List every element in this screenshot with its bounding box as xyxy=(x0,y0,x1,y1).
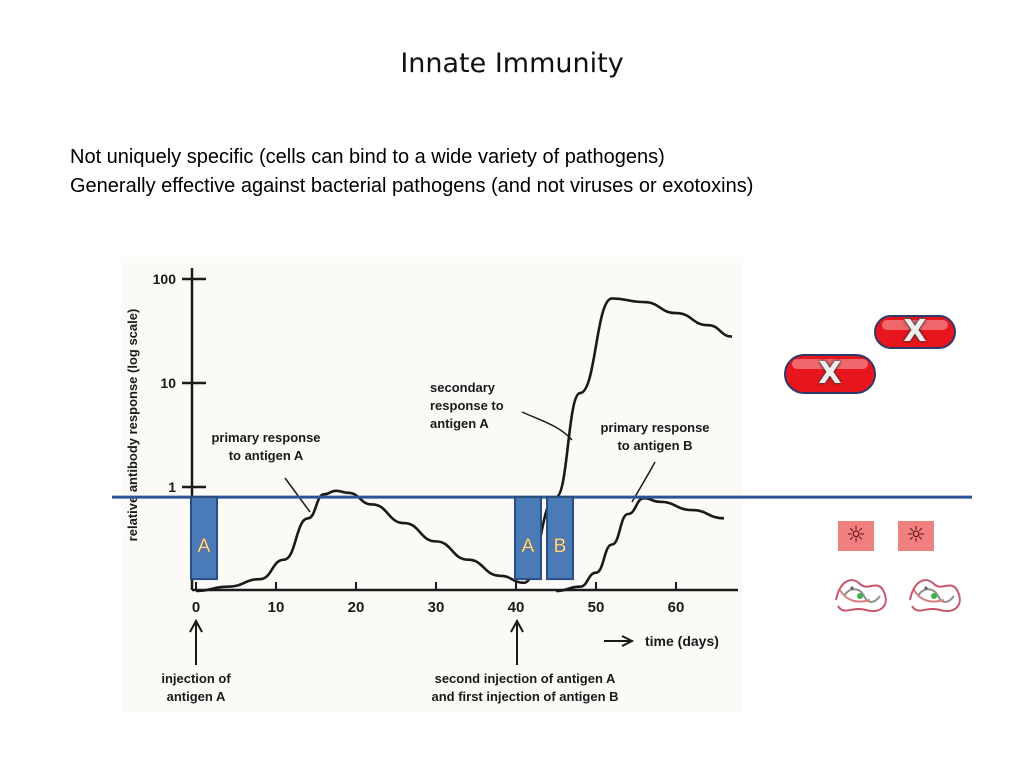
y-tick-label: 100 xyxy=(153,271,177,287)
antigen-block-b xyxy=(546,496,574,581)
x-tick-label: 0 xyxy=(192,599,200,616)
x-tick-label: 40 xyxy=(508,599,525,616)
x-tick-label: 50 xyxy=(588,599,605,616)
antigen-block-label: A xyxy=(198,536,211,557)
annotation-secondary-a: response to xyxy=(430,398,504,413)
annotation-primary-b: primary response xyxy=(600,420,709,435)
annotation-injection-a: injection of xyxy=(161,671,231,686)
bacterium-x-icon: X xyxy=(784,354,876,394)
annotation-secondary-a: antigen A xyxy=(430,416,489,431)
annotation-primary-a: primary response xyxy=(211,430,320,445)
x-tick-label: 10 xyxy=(268,599,285,616)
bullet-line: Generally effective against bacterial pa… xyxy=(70,175,754,197)
injection-arrow-head xyxy=(510,618,524,633)
x-tick-label: 60 xyxy=(668,599,685,616)
annotation-leader xyxy=(284,477,311,513)
response-curve xyxy=(555,496,725,593)
x-axis-arrow-head xyxy=(621,635,635,647)
protein-structure-icon xyxy=(909,579,961,612)
antigen-block-label: B xyxy=(554,536,567,557)
y-tick-label: 1 xyxy=(168,479,176,495)
x-axis-label: time (days) xyxy=(645,633,719,649)
y-tick-label: 10 xyxy=(160,375,176,391)
protein-structure-icon xyxy=(835,579,887,612)
annotation-primary-b: to antigen B xyxy=(617,438,692,453)
injection-arrow-head xyxy=(189,618,203,633)
bacterium-x-icon: X xyxy=(874,315,956,349)
antigen-block-a xyxy=(514,496,542,581)
annotation-secondary-a: secondary xyxy=(430,380,496,395)
response-curve xyxy=(195,489,525,593)
annotation-leader xyxy=(521,411,573,441)
annotation-second-injection: and first injection of antigen B xyxy=(431,689,618,704)
x-tick-label: 20 xyxy=(348,599,365,616)
slide-title: Innate Immunity xyxy=(400,48,624,79)
annotation-injection-a: antigen A xyxy=(167,689,226,704)
annotation-second-injection: second injection of antigen A xyxy=(435,671,616,686)
virus-icon: ☼ xyxy=(898,521,934,551)
virus-icon: ☼ xyxy=(838,521,874,551)
x-mark-icon: X xyxy=(818,356,842,391)
bullet-list: Not uniquely specific (cells can bind to… xyxy=(70,143,753,201)
figure-background xyxy=(121,257,743,712)
x-tick-label: 30 xyxy=(428,599,445,616)
annotation-primary-a: to antigen A xyxy=(229,448,304,463)
antigen-block-label: A xyxy=(522,536,535,557)
x-mark-icon: X xyxy=(903,315,927,349)
antigen-block-a xyxy=(190,496,218,581)
bullet-line: Not uniquely specific (cells can bind to… xyxy=(70,146,665,168)
y-axis-label: relative antibody response (log scale) xyxy=(125,309,140,542)
